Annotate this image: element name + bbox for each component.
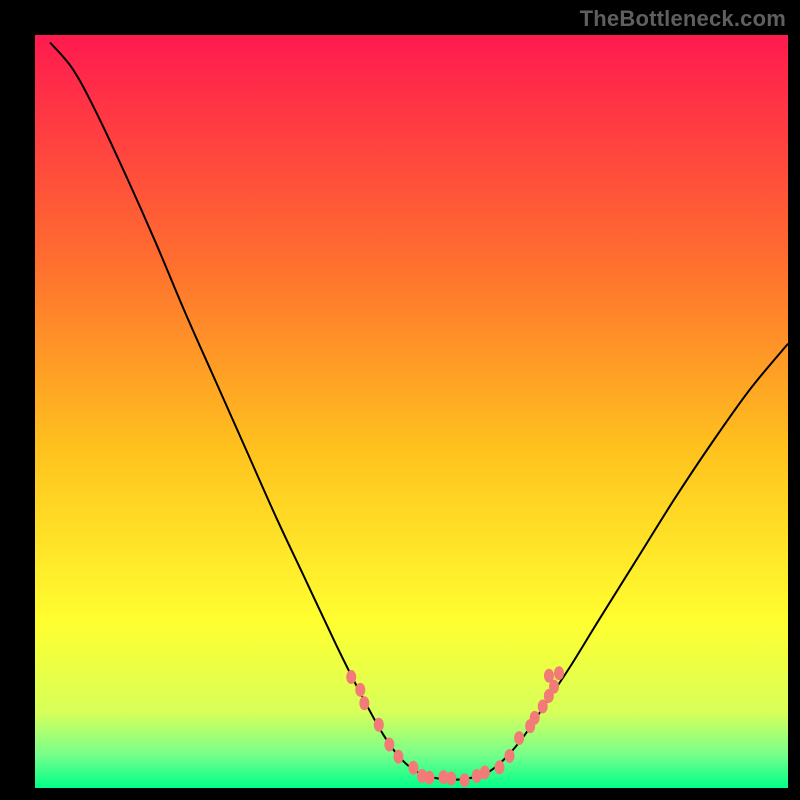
bottleneck-chart	[0, 0, 800, 800]
highlight-dot	[480, 765, 490, 779]
highlight-dot	[554, 666, 564, 680]
highlight-dot	[359, 696, 369, 710]
highlight-dot	[446, 771, 456, 785]
highlight-dot	[393, 750, 403, 764]
watermark-text: TheBottleneck.com	[580, 6, 786, 32]
highlight-dot	[374, 718, 384, 732]
highlight-dot	[549, 680, 559, 694]
highlight-dot	[384, 738, 394, 752]
highlight-dot	[505, 749, 515, 763]
highlight-dot	[408, 761, 418, 775]
highlight-dot	[460, 773, 470, 787]
highlight-dot	[495, 760, 505, 774]
highlight-dot	[514, 731, 524, 745]
highlight-dot	[355, 683, 365, 697]
chart-container: TheBottleneck.com	[0, 0, 800, 800]
highlight-dot	[346, 670, 356, 684]
gradient-background	[35, 35, 788, 788]
highlight-dot	[530, 711, 540, 725]
highlight-dot	[424, 771, 434, 785]
